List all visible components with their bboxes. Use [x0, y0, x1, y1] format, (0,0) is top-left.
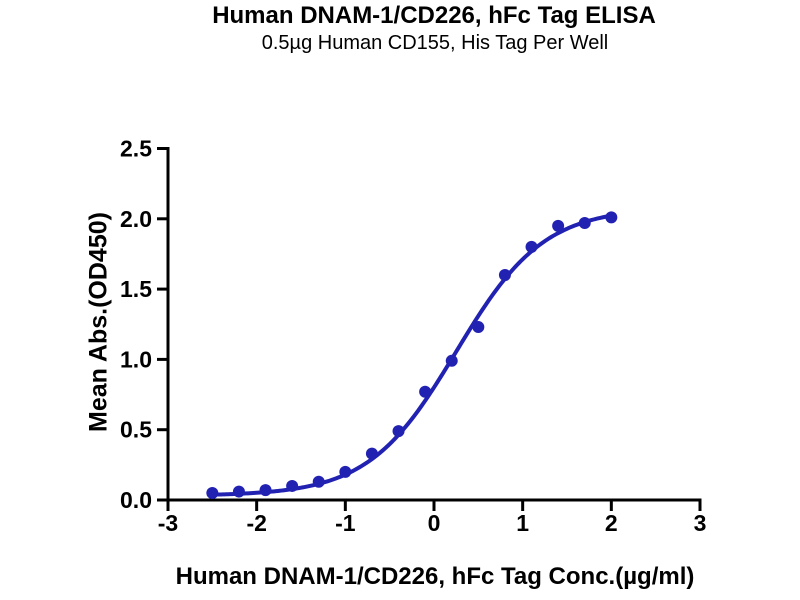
data-point [445, 354, 458, 367]
x-tick-label: 2 [605, 510, 618, 536]
y-tick-label: 2.5 [120, 136, 152, 162]
y-tick-label: 1.0 [120, 346, 152, 372]
x-tick-label: -1 [335, 510, 356, 536]
x-axis-label: Human DNAM-1/CD226, hFc Tag Conc.(µg/ml) [175, 563, 695, 590]
fit-curve [210, 213, 614, 497]
chart-subtitle: 0.5µg Human CD155, His Tag Per Well [261, 32, 609, 54]
y-tick-label: 0.5 [120, 417, 152, 443]
data-point [339, 465, 352, 478]
data-point [232, 485, 245, 498]
x-tick-label: 0 [428, 510, 441, 536]
chart-title: Human DNAM-1/CD226, hFc Tag ELISA [212, 2, 656, 29]
data-point [578, 217, 591, 230]
data-point [286, 479, 299, 492]
data-point [312, 475, 325, 488]
data-point [498, 269, 511, 282]
x-tick-label: 3 [694, 510, 707, 536]
y-tick-label: 0.0 [120, 487, 152, 513]
data-point [472, 321, 485, 334]
data-point [525, 240, 538, 253]
data-point [259, 484, 272, 497]
data-point [552, 219, 565, 232]
data-point [605, 211, 618, 224]
y-tick-label: 2.0 [120, 206, 152, 232]
data-point [392, 425, 405, 438]
x-tick-label: -3 [158, 510, 178, 536]
x-tick-label: -2 [246, 510, 266, 536]
data-point [419, 385, 432, 398]
data-point [365, 447, 378, 460]
x-tick-label: 1 [516, 510, 529, 536]
data-point [206, 486, 219, 499]
y-tick-label: 1.5 [120, 276, 152, 302]
